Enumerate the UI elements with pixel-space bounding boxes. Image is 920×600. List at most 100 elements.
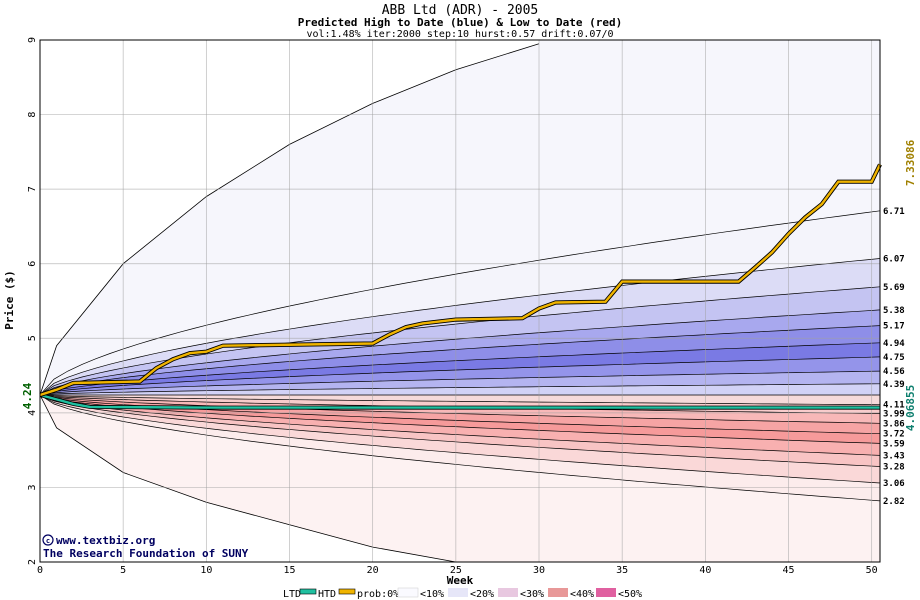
contour-line-5: [39, 342, 881, 396]
x-tick-label: 25: [450, 565, 462, 576]
right-label: 4.39: [883, 380, 905, 390]
band-high-1: [40, 258, 880, 395]
legend-swatch-2: [498, 588, 518, 597]
right-label: 5.69: [883, 283, 905, 293]
right-label: 4.75: [883, 353, 905, 363]
right-label: 3.06: [883, 479, 905, 489]
legend-bin-3: <30%: [520, 589, 544, 600]
legend-htd-label: HTD: [318, 589, 336, 600]
band-low-3: [40, 395, 880, 434]
right-label: 3.28: [883, 463, 905, 473]
contour-line-1: [39, 258, 881, 396]
right-label: 5.17: [883, 322, 905, 332]
legend-ltd-swatch: [299, 588, 317, 595]
right-label: 4.56: [883, 367, 905, 377]
band-low-0: [40, 395, 880, 405]
x-tick-label: 45: [782, 565, 794, 576]
y-tick-label: 4: [27, 410, 38, 416]
legend-prob-label: prob:0%: [357, 589, 399, 600]
band-high-outer: [40, 40, 880, 395]
x-tick-label: 35: [616, 565, 628, 576]
htd-line: [39, 163, 882, 397]
htd-final-label: 7.33086: [904, 139, 917, 186]
right-label: 3.72: [883, 430, 905, 440]
x-tick-label: 50: [866, 565, 878, 576]
contour-line-4: [39, 325, 881, 396]
right-label: 6.71: [883, 207, 905, 217]
y-tick-label: 5: [27, 335, 38, 341]
x-tick-label: 5: [120, 565, 126, 576]
contour-line-6: [39, 356, 881, 396]
contour-line-7: [39, 370, 881, 396]
right-label: 3.99: [883, 410, 905, 420]
start-price-label: 4.24: [21, 382, 34, 409]
y-tick-label: 6: [27, 261, 38, 267]
legend-htd-swatch: [338, 588, 356, 595]
contour-line-12: [39, 394, 881, 424]
right-label: 4.11: [883, 401, 905, 411]
x-tick-label: 30: [533, 565, 545, 576]
legend-bin-2: <20%: [470, 589, 494, 600]
contour-line-15: [39, 394, 881, 456]
legend-swatch-4: [596, 588, 616, 597]
band-high-6: [40, 356, 880, 395]
right-label: 2.82: [883, 497, 905, 507]
legend-bin-4: <40%: [570, 589, 594, 600]
y-axis-label: Price ($): [3, 270, 16, 330]
band-high-3: [40, 309, 880, 395]
series-lines: [39, 163, 882, 410]
legend-bin-5: <50%: [618, 589, 642, 600]
legend-swatch-3: [548, 588, 568, 597]
band-high-2: [40, 286, 880, 395]
chart-params: vol:1.48% iter:2000 step:10 hurst:0.57 d…: [306, 29, 613, 40]
x-tick-label: 10: [200, 565, 212, 576]
y-axis-ticks: 2 3 4 5 6 7 8 9: [27, 37, 38, 565]
right-label: 3.43: [883, 451, 905, 461]
x-axis-label: Week: [447, 574, 474, 587]
contour-line-10: [39, 394, 881, 406]
right-band-labels: 6.71 6.07 5.69 5.38 5.17 4.94 4.75 4.56 4.39 4.11…: [883, 207, 905, 507]
legend-bin-1: <10%: [420, 589, 444, 600]
credit-website: www.textbiz.org: [56, 534, 155, 547]
contour-lines: [39, 43, 881, 563]
contour-line-16: [39, 394, 881, 467]
contour-line-18: [39, 394, 881, 502]
band-low-outer: [40, 395, 880, 562]
chart-subtitle: Predicted High to Date (blue) & Low to D…: [298, 16, 623, 29]
legend-swatch-1: [448, 588, 468, 597]
band-low-8: [40, 395, 880, 501]
x-tick-label: 20: [367, 565, 379, 576]
x-tick-label: 40: [699, 565, 711, 576]
right-label: 3.86: [883, 419, 905, 429]
y-tick-label: 3: [27, 484, 38, 490]
band-high-8: [40, 383, 880, 395]
band-low-4: [40, 395, 880, 444]
y-tick-label: 9: [27, 37, 38, 43]
y-tick-label: 2: [27, 559, 38, 565]
band-high-5: [40, 342, 880, 395]
right-label: 5.38: [883, 306, 905, 316]
plot-frame: [39, 39, 881, 563]
band-high-7: [40, 371, 880, 395]
copyright-c-glyph: c: [46, 537, 50, 545]
ltd-line: [39, 393, 880, 409]
contour-line-3: [39, 309, 881, 396]
band-low-7: [40, 395, 880, 483]
legend-ltd-label: LTD: [283, 589, 301, 600]
y-tick-label: 7: [27, 186, 38, 192]
high-envelope-line: [39, 43, 540, 396]
credit-organization: The Research Foundation of SUNY: [43, 547, 249, 560]
right-label: 6.07: [883, 254, 905, 264]
x-axis-ticks: 0 5 10 15 20 25 30 35 40 45 50: [37, 565, 878, 576]
band-low-5: [40, 395, 880, 456]
legend: LTD HTD prob:0% <10% <20% <30% <40% <50%: [283, 587, 642, 600]
contour-line-17: [39, 394, 881, 484]
right-label: 3.59: [883, 439, 905, 449]
ltd-final-label: 4.06855: [904, 385, 917, 431]
contour-line-14: [39, 394, 881, 444]
credits: c www.textbiz.org The Research Foundatio…: [42, 534, 249, 560]
y-tick-label: 8: [27, 112, 38, 118]
copyright-icon: [42, 534, 54, 546]
legend-swatch-0: [397, 587, 419, 598]
